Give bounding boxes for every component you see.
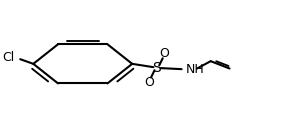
Text: O: O xyxy=(145,76,155,89)
Text: S: S xyxy=(153,61,161,75)
Text: NH: NH xyxy=(186,63,205,76)
Text: Cl: Cl xyxy=(2,51,14,64)
Text: O: O xyxy=(159,47,169,60)
